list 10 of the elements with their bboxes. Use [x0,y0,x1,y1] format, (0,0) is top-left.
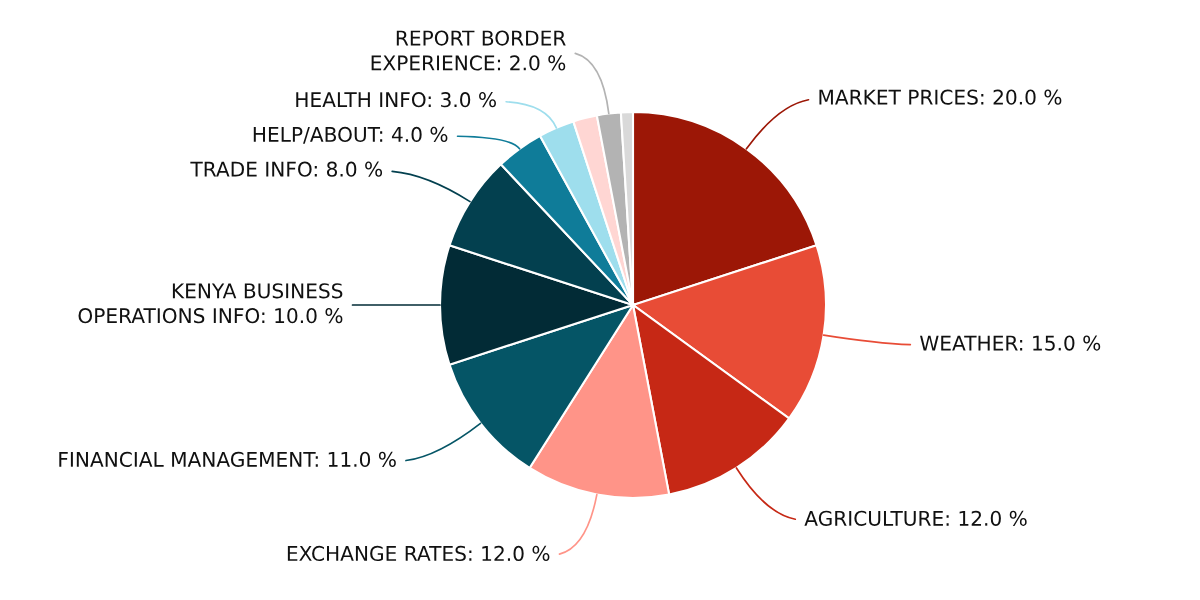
slice-label: FINANCIAL MANAGEMENT: 11.0 % [59,451,396,467]
slice-label: WEATHER: 15.0 % [920,335,1101,351]
slice-label: KENYA BUSINESS OPERATIONS INFO: 10.0 % [78,283,343,324]
slice-label: REPORT BORDER EXPERIENCE: 2.0 % [371,30,566,71]
slice-label: EXCHANGE RATES: 12.0 % [287,545,550,562]
slice-label: HELP/ABOUT: 4.0 % [253,126,448,144]
slice-label: MARKET PRICES: 20.0 % [819,89,1062,105]
slice-label: HEALTH INFO: 3.0 % [296,92,496,108]
slice-label: TRADE INFO: 8.0 % [190,161,383,177]
slice-label: AGRICULTURE: 12.0 % [804,510,1027,526]
